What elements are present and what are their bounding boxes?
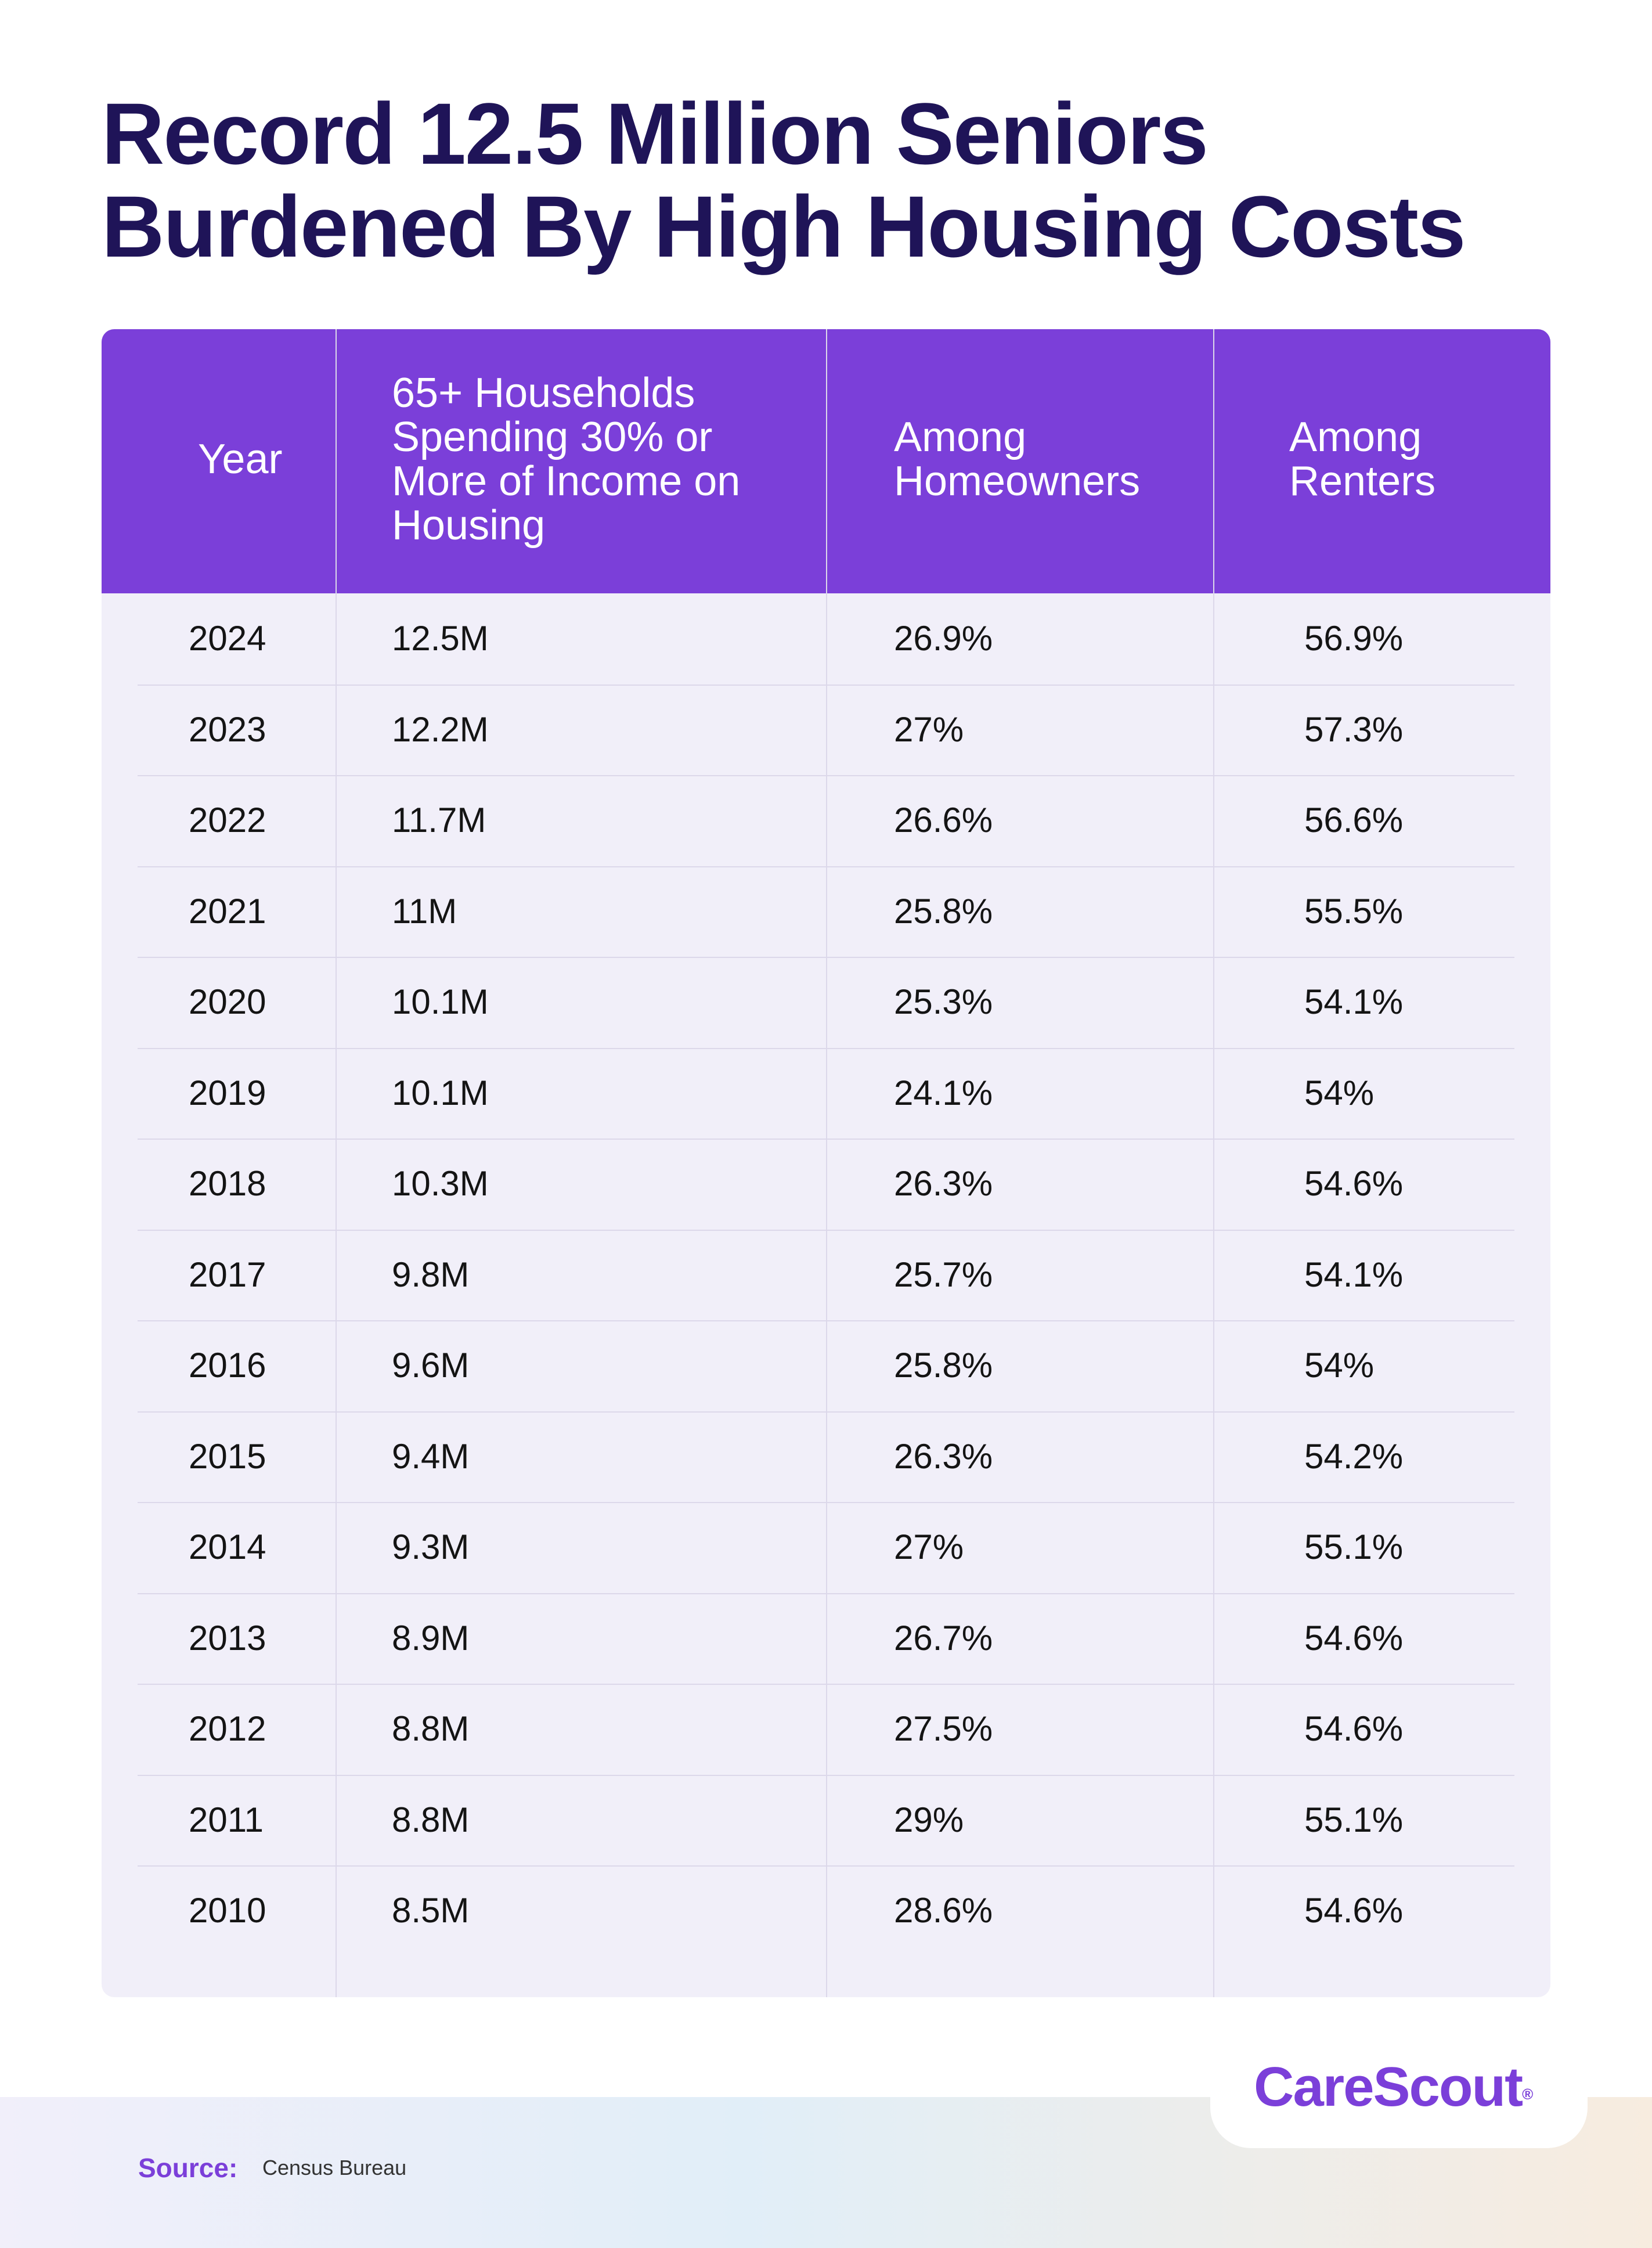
carescout-logo: CareScout® (1254, 2055, 1533, 2119)
logo-text: CareScout (1254, 2056, 1523, 2118)
homeowners-cell: 26.6% (894, 801, 993, 840)
column-divider (336, 329, 337, 1997)
homeowners-cell: 27.5% (894, 1709, 993, 1748)
year-cell: 2018 (189, 1164, 266, 1203)
year-cell: 2016 (189, 1346, 266, 1385)
renters-cell: 55.1% (1304, 1800, 1404, 1839)
renters-cell: 54.1% (1304, 1255, 1404, 1294)
row-divider (138, 1139, 1514, 1140)
homeowners-cell: 28.6% (894, 1891, 993, 1930)
row-divider (138, 1320, 1514, 1321)
year-cell: 2017 (189, 1255, 266, 1294)
renters-cell: 57.3% (1304, 709, 1404, 749)
households-cell: 12.5M (392, 619, 489, 658)
households-cell: 8.8M (392, 1709, 470, 1748)
renters-cell: 54.1% (1304, 982, 1404, 1021)
renters-cell: 56.6% (1304, 801, 1404, 840)
renters-cell: 55.5% (1304, 891, 1404, 931)
households-cell: 8.5M (392, 1891, 470, 1930)
homeowners-cell: 26.7% (894, 1618, 993, 1658)
renters-cell: 54.6% (1304, 1618, 1404, 1658)
homeowners-cell: 26.9% (894, 619, 993, 658)
header-households-line: More of Income on (392, 458, 741, 505)
row-divider (138, 1411, 1514, 1413)
year-cell: 2023 (189, 709, 266, 749)
homeowners-cell: 25.8% (894, 1346, 993, 1385)
households-cell: 9.6M (392, 1346, 470, 1385)
header-households: 65+ Households Spending 30% or More of I… (392, 371, 740, 547)
renters-cell: 54% (1304, 1073, 1375, 1112)
title-line-1: Record 12.5 Million Seniors (102, 85, 1209, 182)
renters-cell: 54.6% (1304, 1891, 1404, 1930)
header-renters-line: Among (1289, 414, 1422, 460)
renters-cell: 54.2% (1304, 1436, 1404, 1476)
header-households-line: Housing (392, 502, 546, 549)
households-cell: 10.1M (392, 982, 489, 1021)
row-divider (138, 1593, 1514, 1594)
header-households-line: 65+ Households (392, 370, 695, 416)
households-cell: 10.3M (392, 1164, 489, 1203)
households-cell: 9.3M (392, 1528, 470, 1566)
households-cell: 8.9M (392, 1618, 470, 1658)
year-cell: 2014 (189, 1528, 266, 1566)
header-renters-line: Renters (1289, 458, 1436, 505)
header-households-line: Spending 30% or (392, 414, 713, 460)
source-label: Source: (138, 2153, 238, 2183)
homeowners-cell: 26.3% (894, 1436, 993, 1476)
year-cell: 2012 (189, 1709, 266, 1748)
header-homeowners-line: Among (894, 414, 1027, 460)
row-divider (138, 1502, 1514, 1503)
renters-cell: 54% (1304, 1346, 1375, 1385)
row-divider (138, 1684, 1514, 1685)
header-renters: Among Renters (1289, 415, 1435, 503)
year-cell: 2024 (189, 619, 266, 658)
households-cell: 9.8M (392, 1255, 470, 1294)
year-cell: 2019 (189, 1073, 266, 1112)
year-cell: 2015 (189, 1436, 266, 1476)
renters-cell: 55.1% (1304, 1528, 1404, 1566)
row-divider (138, 866, 1514, 867)
homeowners-cell: 25.8% (894, 891, 993, 931)
header-year: Year (198, 436, 283, 482)
page-title: Record 12.5 Million Seniors Burdened By … (102, 87, 1553, 273)
year-cell: 2013 (189, 1618, 266, 1658)
households-cell: 9.4M (392, 1436, 470, 1476)
row-divider (138, 775, 1514, 776)
year-cell: 2021 (189, 891, 266, 931)
homeowners-cell: 26.3% (894, 1164, 993, 1203)
column-divider (1213, 329, 1214, 1997)
year-cell: 2011 (189, 1800, 264, 1839)
registered-mark: ® (1522, 2085, 1534, 2103)
renters-cell: 54.6% (1304, 1164, 1404, 1203)
row-divider (138, 684, 1514, 686)
renters-cell: 56.9% (1304, 619, 1404, 658)
row-divider (138, 1229, 1514, 1231)
title-line-2: Burdened By High Housing Costs (102, 178, 1466, 275)
header-homeowners-line: Homeowners (894, 458, 1141, 505)
homeowners-cell: 25.7% (894, 1255, 993, 1294)
homeowners-cell: 27% (894, 709, 964, 749)
households-cell: 10.1M (392, 1073, 489, 1112)
source-value: Census Bureau (262, 2156, 407, 2179)
row-divider (138, 957, 1514, 958)
year-cell: 2020 (189, 982, 266, 1021)
households-cell: 12.2M (392, 709, 489, 749)
row-divider (138, 1865, 1514, 1867)
homeowners-cell: 25.3% (894, 982, 993, 1021)
year-cell: 2010 (189, 1891, 266, 1930)
renters-cell: 54.6% (1304, 1709, 1404, 1748)
year-cell: 2022 (189, 801, 266, 840)
row-divider (138, 1774, 1514, 1776)
column-divider (826, 329, 827, 1997)
row-divider (138, 1047, 1514, 1049)
logo-tab (1210, 2032, 1588, 2148)
header-homeowners: Among Homeowners (894, 415, 1140, 503)
data-table: Year 65+ Households Spending 30% or More… (102, 329, 1550, 1997)
households-cell: 8.8M (392, 1800, 470, 1839)
homeowners-cell: 24.1% (894, 1073, 993, 1112)
households-cell: 11M (392, 891, 457, 931)
households-cell: 11.7M (392, 801, 486, 840)
homeowners-cell: 27% (894, 1528, 964, 1566)
homeowners-cell: 29% (894, 1800, 964, 1839)
